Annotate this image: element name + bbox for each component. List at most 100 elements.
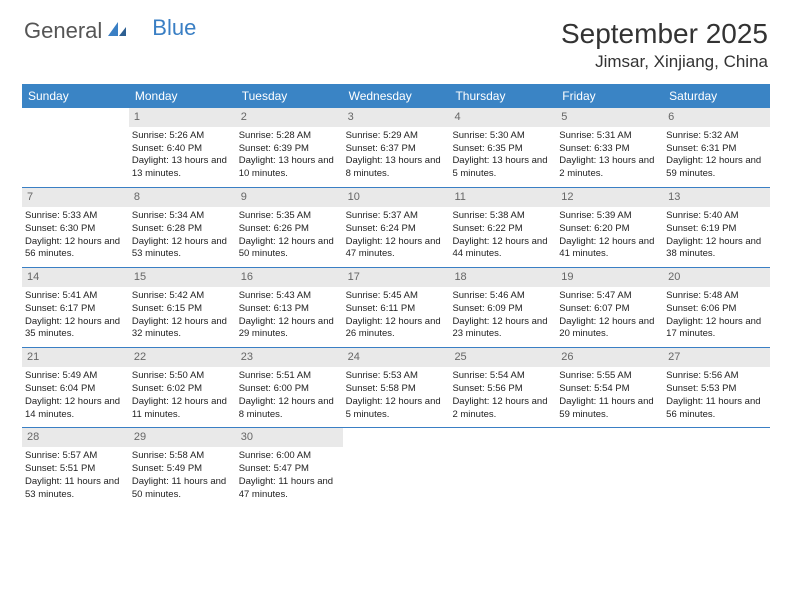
sunset-line: Sunset: 6:19 PM [666,223,767,236]
day-cell-22: 22Sunrise: 5:50 AMSunset: 6:02 PMDayligh… [129,348,236,427]
logo-text-1: General [24,18,102,44]
sunset-line: Sunset: 6:17 PM [25,303,126,316]
sunrise-line: Sunrise: 5:31 AM [559,130,660,143]
day-number: 21 [22,348,129,367]
daylight-line: Daylight: 12 hours and 26 minutes. [346,316,447,342]
day-cell-19: 19Sunrise: 5:47 AMSunset: 6:07 PMDayligh… [556,268,663,347]
day-number: 12 [556,188,663,207]
daylight-line: Daylight: 12 hours and 8 minutes. [239,396,340,422]
header: General Blue September 2025 Jimsar, Xinj… [0,0,792,80]
daylight-line: Daylight: 12 hours and 23 minutes. [452,316,553,342]
day-cell-11: 11Sunrise: 5:38 AMSunset: 6:22 PMDayligh… [449,188,556,267]
week-row: 21Sunrise: 5:49 AMSunset: 6:04 PMDayligh… [22,347,770,427]
day-cell-8: 8Sunrise: 5:34 AMSunset: 6:28 PMDaylight… [129,188,236,267]
sunset-line: Sunset: 6:24 PM [346,223,447,236]
daylight-line: Daylight: 13 hours and 2 minutes. [559,155,660,181]
day-number: 6 [663,108,770,127]
sunset-line: Sunset: 6:37 PM [346,143,447,156]
sunset-line: Sunset: 6:09 PM [452,303,553,316]
sunset-line: Sunset: 6:31 PM [666,143,767,156]
sunset-line: Sunset: 6:02 PM [132,383,233,396]
day-number: 3 [343,108,450,127]
day-cell-empty: . [663,428,770,507]
day-number: 25 [449,348,556,367]
sunrise-line: Sunrise: 5:51 AM [239,370,340,383]
daylight-line: Daylight: 12 hours and 59 minutes. [666,155,767,181]
day-cell-10: 10 Sunrise: 5:37 AMSunset: 6:24 PMDayligh… [343,188,450,267]
daylight-line: Daylight: 12 hours and 38 minutes. [666,236,767,262]
daylight-line: Daylight: 12 hours and 35 minutes. [25,316,126,342]
sunset-line: Sunset: 6:26 PM [239,223,340,236]
day-cell-empty: . [556,428,663,507]
day-number: 10 [343,188,450,207]
day-number: 16 [236,268,343,287]
daylight-line: Daylight: 12 hours and 41 minutes. [559,236,660,262]
daylight-line: Daylight: 12 hours and 29 minutes. [239,316,340,342]
sunrise-line: Sunrise: 5:55 AM [559,370,660,383]
sunset-line: Sunset: 6:33 PM [559,143,660,156]
day-cell-empty: . [449,428,556,507]
location: Jimsar, Xinjiang, China [561,52,768,72]
sunrise-line: Sunrise: 5:50 AM [132,370,233,383]
sunset-line: Sunset: 5:47 PM [239,463,340,476]
weekday-header: SundayMondayTuesdayWednesdayThursdayFrid… [22,84,770,108]
day-cell-6: 6 Sunrise: 5:32 AMSunset: 6:31 PMDaylight… [663,108,770,187]
day-cell-14: 14Sunrise: 5:41 AMSunset: 6:17 PMDayligh… [22,268,129,347]
day-cell-30: 30Sunrise: 6:00 AMSunset: 5:47 PMDayligh… [236,428,343,507]
daylight-line: Daylight: 12 hours and 14 minutes. [25,396,126,422]
weekday-thursday: Thursday [449,84,556,108]
day-cell-7: 7 Sunrise: 5:33 AMSunset: 6:30 PMDaylight… [22,188,129,267]
daylight-line: Daylight: 12 hours and 56 minutes. [25,236,126,262]
sunset-line: Sunset: 6:15 PM [132,303,233,316]
week-row: 14Sunrise: 5:41 AMSunset: 6:17 PMDayligh… [22,267,770,347]
day-number: 26 [556,348,663,367]
sunset-line: Sunset: 6:39 PM [239,143,340,156]
daylight-line: Daylight: 12 hours and 53 minutes. [132,236,233,262]
sunrise-line: Sunrise: 5:30 AM [452,130,553,143]
day-number: 2 [236,108,343,127]
day-cell-4: 4Sunrise: 5:30 AMSunset: 6:35 PMDaylight… [449,108,556,187]
day-cell-18: 18Sunrise: 5:46 AMSunset: 6:09 PMDayligh… [449,268,556,347]
sunset-line: Sunset: 5:51 PM [25,463,126,476]
sunrise-line: Sunrise: 5:28 AM [239,130,340,143]
day-cell-5: 5Sunrise: 5:31 AMSunset: 6:33 PMDaylight… [556,108,663,187]
sunset-line: Sunset: 5:54 PM [559,383,660,396]
day-number: 8 [129,188,236,207]
day-cell-23: 23Sunrise: 5:51 AMSunset: 6:00 PMDayligh… [236,348,343,427]
daylight-line: Daylight: 13 hours and 13 minutes. [132,155,233,181]
daylight-line: Daylight: 13 hours and 5 minutes. [452,155,553,181]
day-cell-13: 13Sunrise: 5:40 AMSunset: 6:19 PMDayligh… [663,188,770,267]
daylight-line: Daylight: 12 hours and 47 minutes. [346,236,447,262]
sunset-line: Sunset: 6:13 PM [239,303,340,316]
sunset-line: Sunset: 5:49 PM [132,463,233,476]
sunrise-line: Sunrise: 5:32 AM [666,130,767,143]
day-number: 27 [663,348,770,367]
sunrise-line: Sunrise: 5:39 AM [559,210,660,223]
sunrise-line: Sunrise: 5:56 AM [666,370,767,383]
sunrise-line: Sunrise: 5:37 AM [346,210,447,223]
sunrise-line: Sunrise: 5:58 AM [132,450,233,463]
daylight-line: Daylight: 11 hours and 47 minutes. [239,476,340,502]
sunset-line: Sunset: 6:30 PM [25,223,126,236]
day-cell-29: 29Sunrise: 5:58 AMSunset: 5:49 PMDayligh… [129,428,236,507]
day-cell-12: 12Sunrise: 5:39 AMSunset: 6:20 PMDayligh… [556,188,663,267]
sunrise-line: Sunrise: 5:40 AM [666,210,767,223]
logo-text-2: Blue [152,15,196,41]
day-number: 14 [22,268,129,287]
weekday-wednesday: Wednesday [343,84,450,108]
sunrise-line: Sunrise: 5:35 AM [239,210,340,223]
daylight-line: Daylight: 12 hours and 20 minutes. [559,316,660,342]
day-cell-20: 20Sunrise: 5:48 AMSunset: 6:06 PMDayligh… [663,268,770,347]
sunset-line: Sunset: 5:53 PM [666,383,767,396]
day-cell-9: 9Sunrise: 5:35 AMSunset: 6:26 PMDaylight… [236,188,343,267]
day-number: 29 [129,428,236,447]
sunrise-line: Sunrise: 5:33 AM [25,210,126,223]
day-number: 18 [449,268,556,287]
sunrise-line: Sunrise: 5:26 AM [132,130,233,143]
day-cell-16: 16Sunrise: 5:43 AMSunset: 6:13 PMDayligh… [236,268,343,347]
sunset-line: Sunset: 6:22 PM [452,223,553,236]
day-number: 24 [343,348,450,367]
day-number: 7 [22,188,129,207]
day-cell-25: 25Sunrise: 5:54 AMSunset: 5:56 PMDayligh… [449,348,556,427]
sunrise-line: Sunrise: 5:42 AM [132,290,233,303]
